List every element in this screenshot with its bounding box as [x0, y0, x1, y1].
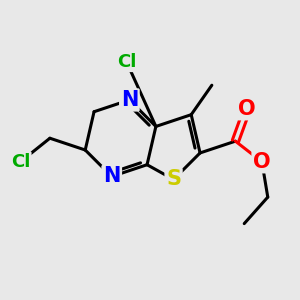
Text: O: O: [238, 99, 256, 119]
Text: O: O: [253, 152, 271, 172]
Text: N: N: [103, 167, 120, 187]
Text: S: S: [166, 169, 181, 189]
Text: Cl: Cl: [117, 53, 136, 71]
Text: Cl: Cl: [11, 153, 30, 171]
Text: N: N: [121, 90, 138, 110]
